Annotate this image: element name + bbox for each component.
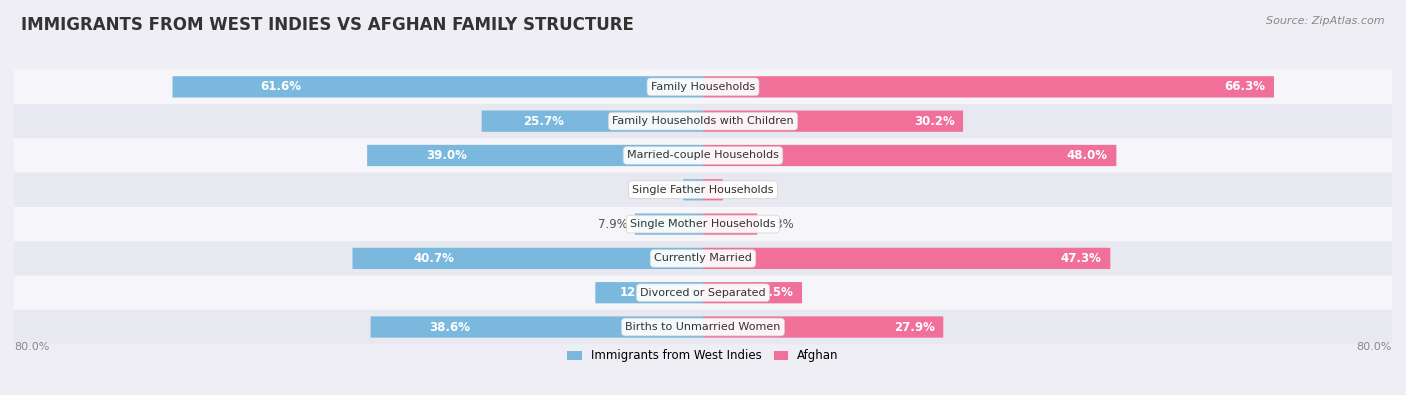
FancyBboxPatch shape	[1, 138, 1405, 173]
Text: 40.7%: 40.7%	[413, 252, 454, 265]
Text: 2.3%: 2.3%	[730, 183, 759, 196]
Text: 27.9%: 27.9%	[894, 320, 935, 333]
Text: 80.0%: 80.0%	[14, 342, 49, 352]
Text: Divorced or Separated: Divorced or Separated	[640, 288, 766, 298]
Text: Currently Married: Currently Married	[654, 254, 752, 263]
FancyBboxPatch shape	[1, 276, 1405, 310]
FancyBboxPatch shape	[1, 173, 1405, 207]
Text: 25.7%: 25.7%	[523, 115, 564, 128]
FancyBboxPatch shape	[703, 145, 1116, 166]
Text: 48.0%: 48.0%	[1067, 149, 1108, 162]
FancyBboxPatch shape	[703, 179, 723, 200]
FancyBboxPatch shape	[353, 248, 703, 269]
FancyBboxPatch shape	[173, 76, 703, 98]
Text: Births to Unmarried Women: Births to Unmarried Women	[626, 322, 780, 332]
FancyBboxPatch shape	[703, 213, 758, 235]
Text: 7.9%: 7.9%	[598, 218, 628, 231]
Text: Family Households with Children: Family Households with Children	[612, 116, 794, 126]
FancyBboxPatch shape	[367, 145, 703, 166]
FancyBboxPatch shape	[703, 316, 943, 338]
Text: Single Father Households: Single Father Households	[633, 185, 773, 195]
Text: 61.6%: 61.6%	[260, 80, 302, 93]
FancyBboxPatch shape	[1, 207, 1405, 241]
Text: 6.3%: 6.3%	[763, 218, 794, 231]
FancyBboxPatch shape	[703, 76, 1274, 98]
Text: IMMIGRANTS FROM WEST INDIES VS AFGHAN FAMILY STRUCTURE: IMMIGRANTS FROM WEST INDIES VS AFGHAN FA…	[21, 16, 634, 34]
Text: Single Mother Households: Single Mother Households	[630, 219, 776, 229]
Legend: Immigrants from West Indies, Afghan: Immigrants from West Indies, Afghan	[562, 345, 844, 367]
Text: 2.3%: 2.3%	[647, 183, 676, 196]
FancyBboxPatch shape	[703, 248, 1111, 269]
Text: 39.0%: 39.0%	[426, 149, 467, 162]
Text: Family Households: Family Households	[651, 82, 755, 92]
FancyBboxPatch shape	[1, 104, 1405, 138]
Text: 38.6%: 38.6%	[429, 320, 470, 333]
FancyBboxPatch shape	[482, 111, 703, 132]
Text: 30.2%: 30.2%	[914, 115, 955, 128]
Text: 66.3%: 66.3%	[1225, 80, 1265, 93]
Text: Source: ZipAtlas.com: Source: ZipAtlas.com	[1267, 16, 1385, 26]
Text: 47.3%: 47.3%	[1062, 252, 1102, 265]
Text: 11.5%: 11.5%	[752, 286, 793, 299]
FancyBboxPatch shape	[1, 70, 1405, 104]
Text: 80.0%: 80.0%	[1357, 342, 1392, 352]
FancyBboxPatch shape	[1, 241, 1405, 276]
Text: 12.5%: 12.5%	[620, 286, 661, 299]
FancyBboxPatch shape	[1, 310, 1405, 344]
FancyBboxPatch shape	[703, 111, 963, 132]
FancyBboxPatch shape	[703, 282, 801, 303]
FancyBboxPatch shape	[636, 213, 703, 235]
FancyBboxPatch shape	[683, 179, 703, 200]
FancyBboxPatch shape	[595, 282, 703, 303]
Text: Married-couple Households: Married-couple Households	[627, 150, 779, 160]
FancyBboxPatch shape	[371, 316, 703, 338]
